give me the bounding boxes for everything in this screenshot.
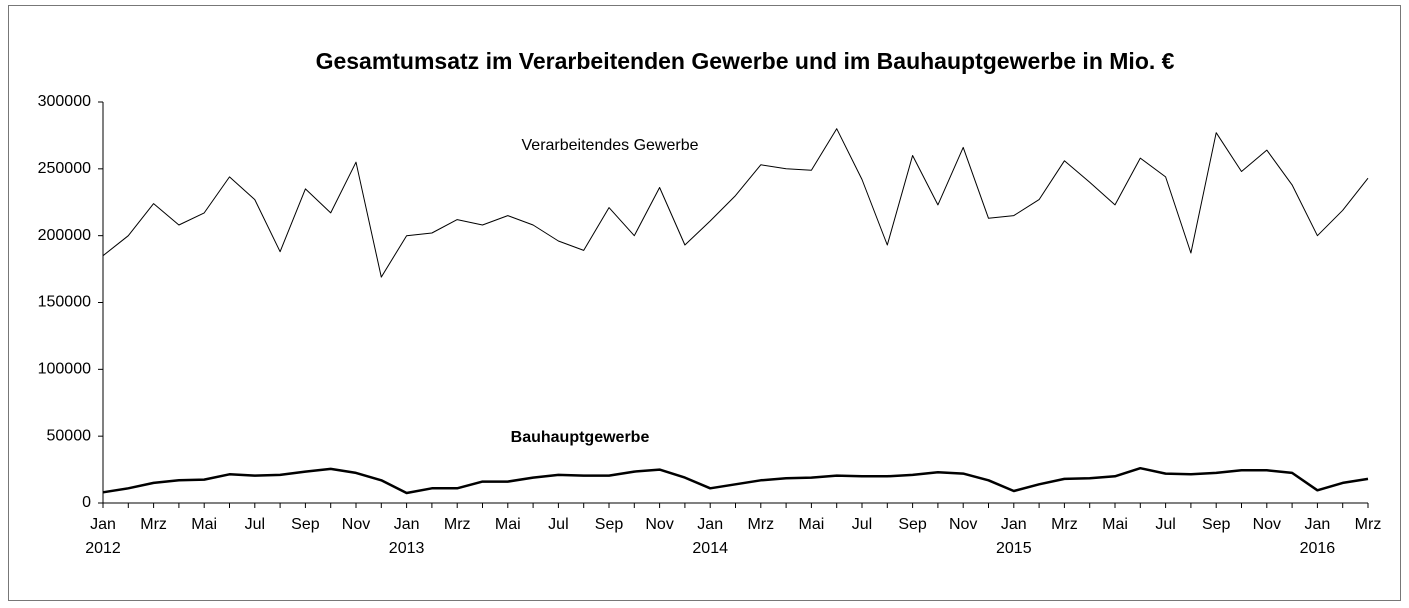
x-tick-label: Mrz — [747, 516, 774, 533]
x-tick-label: Nov — [1253, 516, 1281, 533]
x-tick-label: Mai — [495, 516, 521, 533]
y-tick-label: 200000 — [38, 227, 91, 244]
x-tick-label: Jul — [548, 516, 568, 533]
x-tick-label: Jul — [852, 516, 872, 533]
y-tick-label: 100000 — [38, 361, 91, 378]
x-tick-label: Mai — [191, 516, 217, 533]
x-year-label: 2013 — [389, 540, 425, 557]
x-tick-label: Mai — [799, 516, 825, 533]
x-tick-label: Mrz — [1355, 516, 1382, 533]
chart-frame — [8, 5, 1401, 601]
x-tick-label: Mrz — [140, 516, 167, 533]
x-tick-label: Nov — [342, 516, 370, 533]
x-tick-label: Jan — [1001, 516, 1027, 533]
series-label: Verarbeitendes Gewerbe — [522, 137, 699, 154]
series-label: Bauhauptgewerbe — [511, 429, 650, 446]
x-year-label: 2016 — [1300, 540, 1336, 557]
x-tick-label: Mrz — [444, 516, 471, 533]
x-year-label: 2014 — [692, 540, 728, 557]
x-tick-label: Nov — [645, 516, 673, 533]
y-tick-label: 0 — [82, 494, 91, 511]
x-tick-label: Sep — [595, 516, 624, 533]
x-tick-label: Jul — [1155, 516, 1175, 533]
y-tick-label: 50000 — [47, 427, 92, 444]
y-tick-label: 150000 — [38, 294, 91, 311]
chart-title: Gesamtumsatz im Verarbeitenden Gewerbe u… — [316, 48, 1175, 74]
x-tick-label: Sep — [291, 516, 320, 533]
y-tick-label: 250000 — [38, 160, 91, 177]
x-year-label: 2012 — [85, 540, 121, 557]
x-tick-label: Jul — [245, 516, 265, 533]
x-tick-label: Nov — [949, 516, 977, 533]
x-tick-label: Jan — [90, 516, 116, 533]
x-tick-label: Jan — [697, 516, 723, 533]
series-line — [102, 128, 1369, 278]
x-tick-label: Jan — [394, 516, 420, 533]
y-tick-label: 300000 — [38, 93, 91, 110]
x-tick-label: Sep — [898, 516, 927, 533]
x-year-label: 2015 — [996, 540, 1032, 557]
series-line — [102, 466, 1369, 495]
x-tick-label: Jan — [1305, 516, 1331, 533]
x-tick-label: Mrz — [1051, 516, 1078, 533]
x-tick-label: Mai — [1102, 516, 1128, 533]
x-tick-label: Sep — [1202, 516, 1231, 533]
